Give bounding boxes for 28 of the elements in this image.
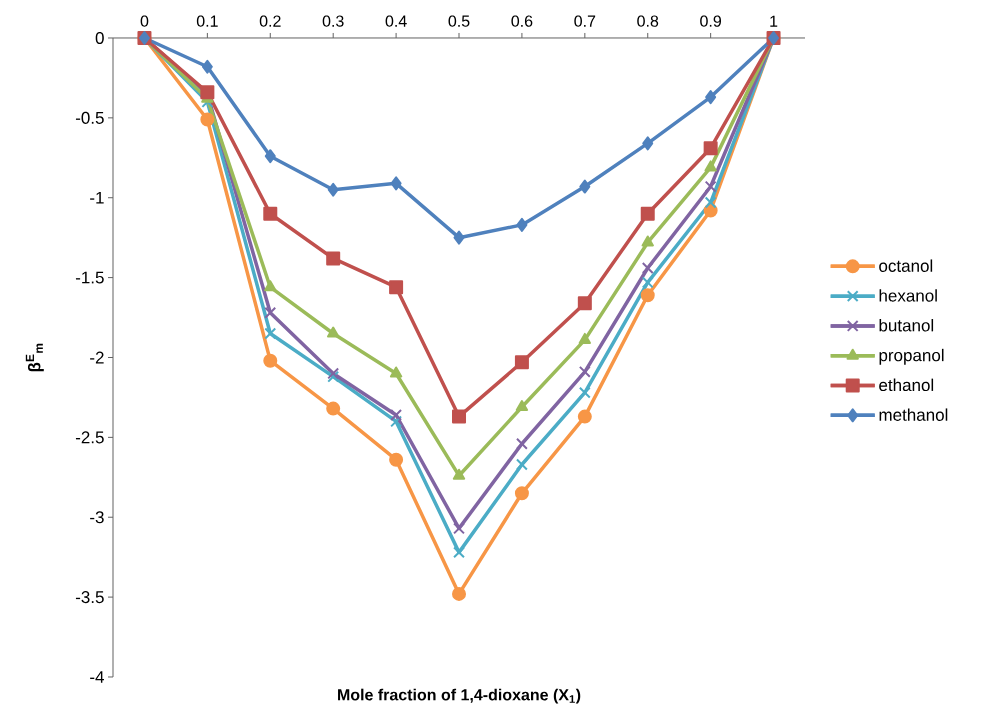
x-tick-label: 1 xyxy=(770,15,778,27)
x-tick-label: 0.7 xyxy=(574,15,596,27)
x-axis-title: Mole fraction of 1,4-dioxane (X$_{1}$) xyxy=(338,688,581,704)
legend-label: methanol xyxy=(879,408,948,421)
x-tick-label: 0.4 xyxy=(385,15,407,27)
legend-label: butanol xyxy=(879,319,934,332)
legend-label: ethanol xyxy=(879,378,934,392)
x-tick-label: 0.6 xyxy=(511,15,533,27)
y-tick-label: -1 xyxy=(90,191,104,204)
y-tick-label: -1.5 xyxy=(75,271,104,284)
x-tick-label: 0.5 xyxy=(448,15,470,27)
x-tick-label: 0.9 xyxy=(700,15,722,27)
x-tick-label: 0 xyxy=(140,15,149,27)
y-tick-label: -3.5 xyxy=(75,591,104,604)
x-tick-label: 0.3 xyxy=(322,15,344,27)
y-tick-label: -2.5 xyxy=(75,431,104,444)
legend-label: propanol xyxy=(879,348,944,365)
x-tick-label: 0.2 xyxy=(259,15,281,27)
y-tick-label: 0 xyxy=(95,31,104,45)
y-tick-label: -4 xyxy=(90,671,104,683)
legend-label: octanol xyxy=(879,259,933,272)
x-tick-label: 0.1 xyxy=(196,15,218,27)
x-tick-label: 0.8 xyxy=(637,15,659,27)
y-axis-title: β$^{E}$m xyxy=(25,343,44,372)
y-tick-label: -2 xyxy=(90,351,104,364)
y-tick-label: -0.5 xyxy=(75,111,104,124)
legend-label: hexanol xyxy=(879,289,937,302)
y-tick-label: -3 xyxy=(90,511,104,524)
